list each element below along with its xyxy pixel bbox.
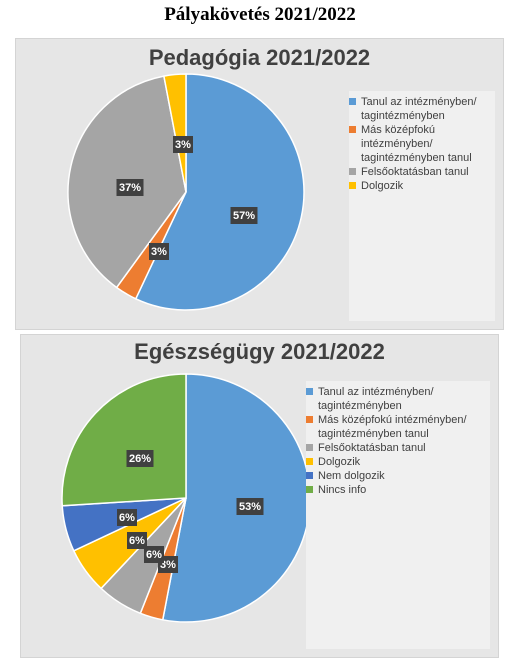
legend-item-1: Tanul az intézményben/tagintézményben xyxy=(349,95,495,123)
legend-label-line: Tanul az intézményben/ xyxy=(361,96,477,108)
legend-item-6: Nincs info xyxy=(306,483,490,497)
legend-item-3: Felsőoktatásban tanul xyxy=(306,441,490,455)
pie-chart-pedagogia: 57% 3% 37% 3% xyxy=(67,73,305,311)
legend-swatch xyxy=(306,486,313,493)
legend-swatch xyxy=(306,416,313,423)
svg-text:3%: 3% xyxy=(175,139,191,151)
legend-item-2: Más középfokú intézményben/tagintézménybe… xyxy=(349,123,495,165)
svg-text:6%: 6% xyxy=(119,512,135,524)
svg-text:37%: 37% xyxy=(119,182,141,194)
data-label-4: 3% xyxy=(173,136,193,153)
data-label-3: 6% xyxy=(144,546,164,563)
pie-slice-6 xyxy=(61,373,187,507)
legend-swatch xyxy=(306,444,313,451)
legend-label-line: Más középfokú xyxy=(361,124,435,136)
legend-swatch xyxy=(349,98,356,105)
pie-slice-4 xyxy=(163,73,187,193)
legend-label-line: Más középfokú intézményben/ xyxy=(318,414,467,426)
svg-text:3%: 3% xyxy=(160,559,176,571)
chart-title: Egészségügy 2021/2022 xyxy=(134,339,385,364)
legend-label-line: Nem dolgozik xyxy=(318,470,385,482)
legend-swatch xyxy=(306,388,313,395)
chart-panel-pedagogia: Pedagógia 2021/2022 57% 3% 37% 3% Tanul az … xyxy=(15,38,504,330)
legend-swatch xyxy=(349,126,356,133)
legend-label-line: Tanul az intézményben/ xyxy=(318,386,434,398)
legend-label-line: tagintézményben tanul xyxy=(318,428,429,440)
pie-chart-egeszsegugy: 53%3%6%6%6%26% xyxy=(61,373,311,623)
legend-label-line: Dolgozik xyxy=(361,180,404,192)
legend-label-line: intézményben/ xyxy=(361,138,433,150)
page-title: Pályakövetés 2021/2022 xyxy=(164,4,356,25)
legend-swatch xyxy=(349,182,356,189)
svg-text:3%: 3% xyxy=(151,246,167,258)
legend-item-2: Más középfokú intézményben/tagintézményb… xyxy=(306,413,490,441)
legend-label-line: Felsőoktatásban tanul xyxy=(361,166,469,178)
chart-panel-egeszsegugy: Egészségügy 2021/2022 53% 3% 6% 6% 6% 26% Tan… xyxy=(20,334,499,658)
data-label-3: 37% xyxy=(116,179,144,196)
legend-label-line: tagintézményben tanul xyxy=(361,152,472,164)
legend-item-1: Tanul az intézményben/tagintézményben xyxy=(306,385,490,413)
data-label-4: 6% xyxy=(127,532,147,549)
legend: Tanul az intézményben/tagintézményben Más… xyxy=(306,381,490,649)
data-label-6: 26% xyxy=(126,450,154,467)
legend: Tanul az intézményben/tagintézményben Más… xyxy=(349,91,495,321)
chart-title: Pedagógia 2021/2022 xyxy=(148,45,371,70)
legend-label-line: tagintézményben xyxy=(318,400,402,412)
data-label-2: 3% xyxy=(149,243,169,260)
legend-item-4: Dolgozik xyxy=(306,455,490,469)
legend-swatch xyxy=(306,472,313,479)
svg-text:53%: 53% xyxy=(239,501,261,513)
legend-item-5: Nem dolgozik xyxy=(306,469,490,483)
pie-slice-1 xyxy=(134,73,305,311)
data-label-1: 53% xyxy=(236,498,264,515)
svg-text:57%: 57% xyxy=(233,210,255,222)
legend-item-4: Dolgozik xyxy=(349,179,495,193)
legend-label-line: Dolgozik xyxy=(318,456,361,468)
legend-label-line: tagintézményben xyxy=(361,110,445,122)
svg-text:6%: 6% xyxy=(146,549,162,561)
legend-label-line: Nincs info xyxy=(318,484,367,496)
svg-text:26%: 26% xyxy=(129,453,151,465)
legend-item-3: Felsőoktatásban tanul xyxy=(349,165,495,179)
data-label-1: 57% xyxy=(230,207,258,224)
svg-text:6%: 6% xyxy=(129,535,145,547)
legend-swatch xyxy=(306,458,313,465)
legend-label-line: Felsőoktatásban tanul xyxy=(318,442,426,454)
legend-swatch xyxy=(349,168,356,175)
data-label-5: 6% xyxy=(117,509,137,526)
